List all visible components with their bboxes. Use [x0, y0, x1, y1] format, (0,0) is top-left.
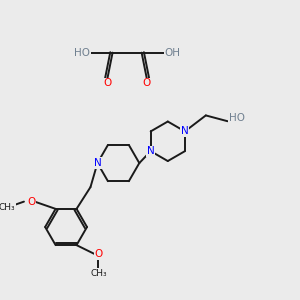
- Text: N: N: [94, 158, 101, 168]
- Text: HO: HO: [229, 113, 245, 123]
- Text: CH₃: CH₃: [90, 269, 106, 278]
- Text: O: O: [103, 78, 112, 88]
- Text: N: N: [147, 146, 154, 156]
- Text: O: O: [94, 249, 103, 260]
- Text: OH: OH: [164, 48, 180, 58]
- Text: N: N: [181, 126, 189, 136]
- Text: O: O: [27, 196, 35, 207]
- Text: O: O: [143, 78, 151, 88]
- Text: HO: HO: [74, 48, 90, 58]
- Text: CH₃: CH₃: [0, 203, 15, 212]
